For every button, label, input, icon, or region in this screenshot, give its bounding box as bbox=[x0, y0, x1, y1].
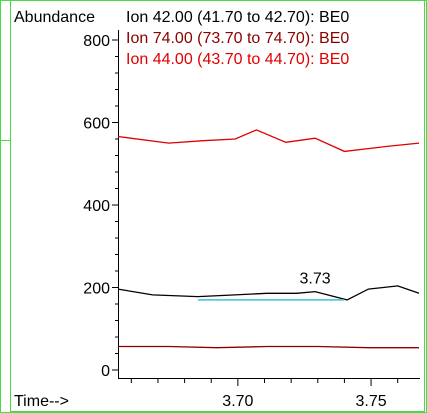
y-tick-label: 400 bbox=[83, 198, 110, 215]
series-line-2 bbox=[117, 285, 420, 301]
y-tick-label: 0 bbox=[101, 363, 110, 380]
y-tick-label: 800 bbox=[83, 33, 110, 50]
legend-entry: Ion 44.00 (43.70 to 44.70): BE0 bbox=[126, 51, 349, 68]
x-tick-label: 3.75 bbox=[355, 393, 386, 410]
legend-entry: Ion 42.00 (41.70 to 42.70): BE0 bbox=[126, 9, 349, 26]
legend-entry: Ion 74.00 (73.70 to 74.70): BE0 bbox=[126, 30, 349, 47]
y-axis-title: Abundance bbox=[14, 9, 95, 26]
y-tick-label: 200 bbox=[83, 281, 110, 298]
x-axis-title: Time--> bbox=[14, 393, 69, 410]
peak-label: 3.73 bbox=[300, 270, 331, 287]
selection-frame-plot bbox=[10, 0, 425, 412]
x-tick-label: 3.70 bbox=[222, 393, 253, 410]
y-tick-label: 600 bbox=[83, 116, 110, 133]
series-line-3 bbox=[118, 345, 419, 349]
series-line-1 bbox=[117, 129, 420, 153]
